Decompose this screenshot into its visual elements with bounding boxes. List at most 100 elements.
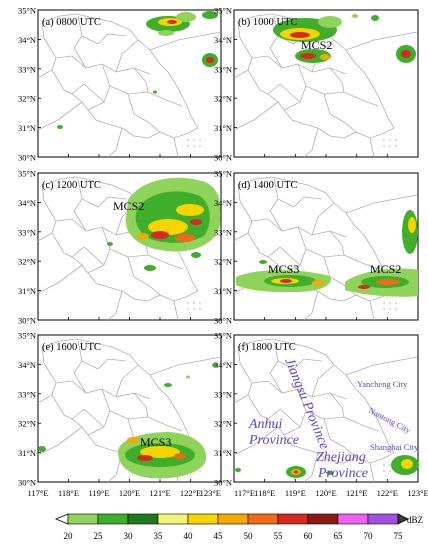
province-boundaries <box>37 338 222 483</box>
lat-tick-label: 35°N <box>18 6 36 16</box>
lat-tick-label: 30°N <box>18 478 36 488</box>
mcs-label: MCS3 <box>140 435 171 449</box>
panel-labels: (a) 0800 UTC (b) 1000 UTC (c) 1200 UTC (… <box>42 17 298 353</box>
lat-tick-label: 32°N <box>214 257 232 267</box>
panel-b-echoes <box>273 14 416 63</box>
lat-tick-label: 34°N <box>18 360 36 370</box>
colorbar-tick-label: 60 <box>304 531 314 541</box>
lat-tick-label: 32°N <box>18 94 36 104</box>
mcs-label: MCS2 <box>370 262 401 276</box>
lat-tick-label: 30°N <box>18 153 36 163</box>
lat-tick-label: 33°N <box>214 64 232 74</box>
panel-d-label: (d) 1400 UTC <box>238 180 298 191</box>
lon-tick-label: 118°E <box>254 488 275 498</box>
colorbar-tick-label: 20 <box>64 531 74 541</box>
colorbar-tick-label: 65 <box>334 531 344 541</box>
colorbar-tick-label: 50 <box>244 531 254 541</box>
lat-tick-label: 32°N <box>214 419 232 429</box>
lat-tick-label: 32°N <box>18 257 36 267</box>
province-label-zhejiang: Zhejiang Province <box>316 450 369 481</box>
panel-frames <box>37 9 419 483</box>
lon-tick-label: 120°E <box>315 488 336 498</box>
province-label-anhui: Anhui Province <box>248 417 299 448</box>
colorbar-segment <box>337 513 369 525</box>
panel-a-label: (a) 0800 UTC <box>42 17 101 28</box>
lat-tick-label: 35°N <box>18 169 36 179</box>
lon-tick-label: 121°E <box>346 488 367 498</box>
lat-tick-label: 34°N <box>214 198 232 208</box>
panel-d-frame <box>233 172 419 321</box>
panel-e-echoes <box>38 363 218 479</box>
lat-tick-label: 33°N <box>214 227 232 237</box>
lat-tick-label: 33°N <box>18 389 36 399</box>
lon-tick-label: 117°E <box>27 488 48 498</box>
colorbar-segment <box>157 513 189 525</box>
colorbar-upper-triangle <box>397 513 409 525</box>
panel-e-label: (e) 1600 UTC <box>42 342 101 353</box>
lat-tick-label: 34°N <box>214 360 232 370</box>
colorbar-segment <box>277 513 309 525</box>
lat-tick-label: 34°N <box>18 35 36 45</box>
panel-b-label: (b) 1000 UTC <box>238 17 298 28</box>
mcs-labels: MCS2 MCS2 MCS3 MCS2 MCS3 <box>113 38 401 449</box>
panel-d-echoes <box>236 210 418 297</box>
colorbar-tick-label: 45 <box>214 531 224 541</box>
city-label-yancheng: Yancheng City <box>357 379 408 389</box>
panel-a-frame <box>37 9 222 158</box>
colorbar: 20 25 30 35 40 45 50 55 60 65 70 75 <box>54 513 409 541</box>
colorbar-tick-label: 35 <box>154 531 164 541</box>
lat-tick-label: 33°N <box>214 389 232 399</box>
colorbar-unit: dBZ <box>407 515 423 525</box>
colorbar-tick-label: 55 <box>274 531 284 541</box>
lon-tick-label: 123°E <box>200 488 221 498</box>
lon-tick-label: 122°E <box>180 488 201 498</box>
lat-tick-label: 31°N <box>18 123 36 133</box>
lon-tick-label: 117°E <box>234 488 255 498</box>
colorbar-tick-label: 30 <box>124 531 134 541</box>
mcs-label: MCS2 <box>113 199 144 213</box>
province-boundaries <box>233 176 418 321</box>
colorbar-lower-triangle <box>54 513 69 525</box>
lon-tick-label: 119°E <box>285 488 306 498</box>
colorbar-segment <box>187 513 219 525</box>
lat-tick-label: 35°N <box>18 331 36 341</box>
panel-a-echoes <box>57 11 218 129</box>
lat-tick-label: 34°N <box>214 35 232 45</box>
colorbar-segment <box>67 513 99 525</box>
province-boundaries <box>37 13 222 158</box>
city-label-nantong: Nantong City <box>367 405 413 436</box>
lat-tick-label: 30°N <box>214 478 232 488</box>
mcs-label: MCS3 <box>268 262 299 276</box>
colorbar-segment <box>307 513 339 525</box>
lon-tick-label: 120°E <box>119 488 140 498</box>
lat-tick-label: 33°N <box>18 227 36 237</box>
axis-ticks: 35°N 34°N 33°N 32°N 31°N 30°N 35°N 34°N 33°N 32°N… <box>18 6 428 499</box>
lon-tick-label: 121°E <box>149 488 170 498</box>
mcs-label: MCS2 <box>301 38 332 52</box>
lat-tick-label: 31°N <box>214 286 232 296</box>
lat-tick-label: 30°N <box>18 316 36 326</box>
lon-tick-label: 123°E <box>407 488 428 498</box>
colorbar-tick-label: 75 <box>394 531 404 541</box>
panel-f-echoes <box>235 455 419 478</box>
lat-tick-label: 31°N <box>18 448 36 458</box>
lat-tick-label: 31°N <box>214 448 232 458</box>
lat-tick-label: 34°N <box>18 198 36 208</box>
lat-tick-label: 31°N <box>18 286 36 296</box>
colorbar-segment <box>217 513 249 525</box>
city-label-shanghai: Shanghai City <box>370 442 419 452</box>
lat-tick-label: 30°N <box>214 316 232 326</box>
colorbar-tick-label: 70 <box>364 531 374 541</box>
lat-tick-label: 32°N <box>18 419 36 429</box>
colorbar-tick-label: 25 <box>94 531 104 541</box>
lon-tick-label: 122°E <box>377 488 398 498</box>
lat-tick-label: 33°N <box>18 64 36 74</box>
lat-tick-label: 35°N <box>214 331 232 341</box>
lat-tick-label: 30°N <box>214 153 232 163</box>
panel-f-label: (f) 1800 UTC <box>238 342 296 353</box>
colorbar-tick-label: 40 <box>184 531 194 541</box>
lat-tick-label: 31°N <box>214 123 232 133</box>
colorbar-segment <box>367 513 399 525</box>
province-boundaries <box>233 338 418 483</box>
